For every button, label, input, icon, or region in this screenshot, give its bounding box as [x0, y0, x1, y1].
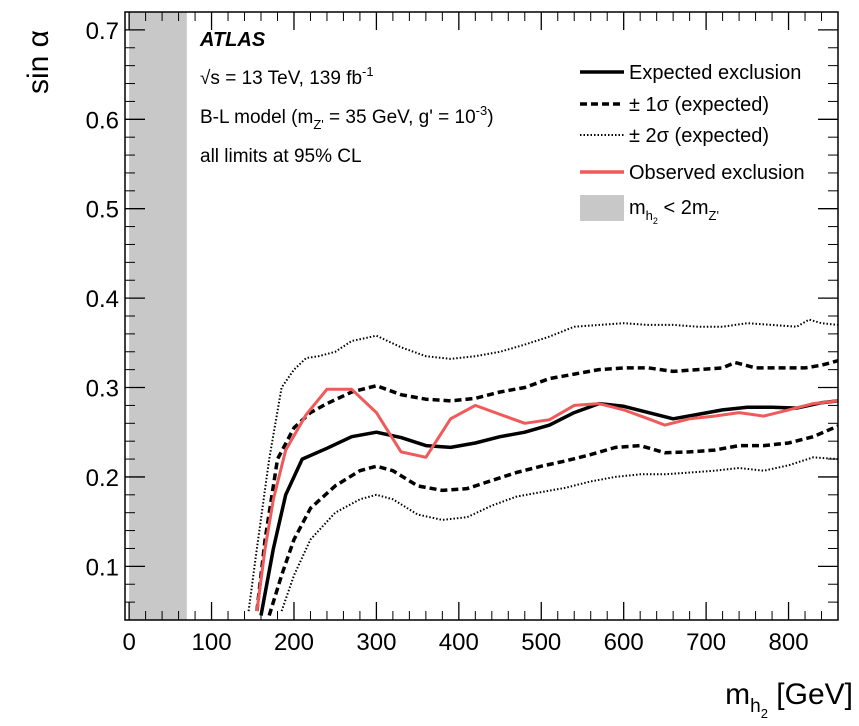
- x-tick-label: 800: [769, 629, 809, 656]
- y-tick-label: 0.7: [86, 18, 119, 45]
- energy-text: = 13 TeV, 139 fb: [220, 68, 362, 89]
- x-axis-title-sub: h: [750, 696, 761, 717]
- excluded-region: [129, 12, 187, 620]
- experiment-label: ATLAS: [199, 29, 266, 51]
- x-axis-title-subsub: 2: [761, 706, 768, 721]
- y-tick-label: 0.6: [86, 107, 119, 134]
- x-tick-label: 200: [274, 629, 314, 656]
- y-axis-title: sin α: [22, 30, 55, 94]
- legend-label-expected: Expected exclusion: [629, 62, 801, 84]
- legend-label-two-sigma: ± 2σ (expected): [629, 125, 769, 147]
- series-line-minus1: [267, 424, 839, 617]
- legend-label-region: mh2 < 2mZ': [629, 197, 719, 226]
- model-label: B-L model (mZ' = 35 GeV, g' = 10-3): [200, 103, 494, 132]
- y-tick-label: 0.5: [86, 197, 119, 224]
- model-text-b: = 35 GeV, g' = 10: [324, 107, 476, 128]
- model-text-a: B-L model (m: [200, 107, 313, 128]
- x-tick-label: 100: [192, 629, 232, 656]
- legend-region-sub2: Z': [709, 208, 719, 223]
- series-line-plus1: [255, 359, 839, 612]
- annotation-block: ATLAS √s = 13 TeV, 139 fb-1 B-L model (m…: [199, 29, 494, 167]
- legend-region-sub: h: [646, 208, 653, 223]
- x-tick-label: 0: [122, 629, 135, 656]
- legend-region-m: m: [629, 197, 646, 219]
- y-tick-label: 0.1: [86, 554, 119, 581]
- legend-swatch-region: [580, 195, 624, 221]
- y-tick-label: 0.4: [86, 286, 119, 313]
- legend: Expected exclusion ± 1σ (expected) ± 2σ …: [580, 62, 805, 226]
- x-axis-title: mh2 [GeV]: [725, 678, 853, 721]
- model-text-c: ): [487, 107, 493, 128]
- confidence-label: all limits at 95% CL: [200, 146, 362, 167]
- x-tick-label: 500: [521, 629, 561, 656]
- legend-label-observed: Observed exclusion: [629, 162, 805, 184]
- x-tick-label: 700: [686, 629, 726, 656]
- energy-sqrt: √s: [200, 68, 220, 89]
- y-tick-label: 0.3: [86, 376, 119, 403]
- series-line-plus2: [247, 318, 839, 612]
- x-tick-label: 300: [356, 629, 396, 656]
- excluded-region-layer: [129, 12, 187, 620]
- x-tick-label: 600: [604, 629, 644, 656]
- series-line-observed: [255, 387, 839, 612]
- ticks-layer: 0 100 200 300 400 500 600 700 800 0.1 0.2 0.3 0.4 0.5…: [86, 11, 839, 656]
- x-tick-label: 400: [439, 629, 479, 656]
- legend-region-rest: < 2m: [658, 197, 709, 219]
- x-axis-title-main: m: [725, 678, 750, 711]
- model-sub: Z': [313, 117, 323, 132]
- series-line-expected: [259, 399, 839, 616]
- legend-region-subsub: 2: [653, 216, 658, 226]
- x-axis-title-unit: [GeV]: [768, 678, 853, 711]
- energy-sup: -1: [362, 64, 374, 79]
- y-tick-label: 0.2: [86, 465, 119, 492]
- series-layer: [247, 318, 839, 617]
- series-line-minus2: [280, 456, 839, 612]
- model-sup: -3: [476, 103, 488, 118]
- legend-label-one-sigma: ± 1σ (expected): [629, 94, 769, 116]
- energy-label: √s = 13 TeV, 139 fb-1: [200, 64, 374, 89]
